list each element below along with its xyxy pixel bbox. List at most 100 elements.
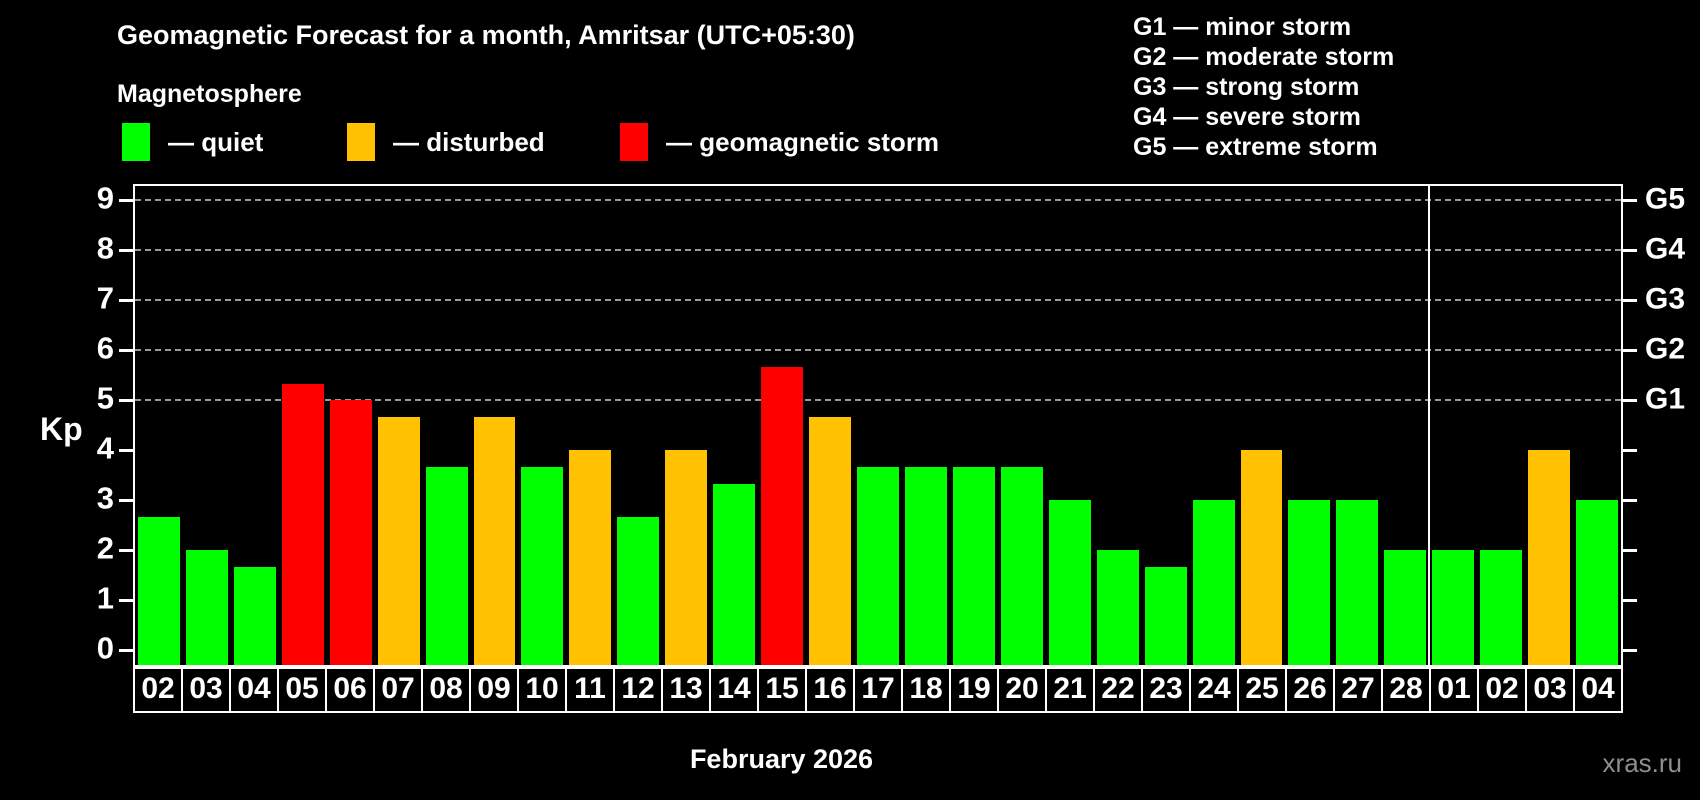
y-tick-label: 5 — [96, 380, 114, 416]
kp-bar-12 — [617, 516, 660, 665]
y-axis-title: Kp — [40, 411, 83, 447]
watermark: xras.ru — [1602, 748, 1682, 778]
day-label-cell: 25 — [1237, 667, 1287, 713]
legend-label: — disturbed — [393, 126, 545, 157]
day-label-cell: 27 — [1333, 667, 1383, 713]
y-tick-left — [119, 299, 133, 302]
y-tick-label: 2 — [96, 530, 114, 566]
legend-label: — quiet — [168, 126, 264, 157]
g-legend-line: G3 — strong storm — [1133, 73, 1360, 101]
y-tick-right — [1623, 449, 1637, 452]
g-tick-label-g4: G4 — [1645, 232, 1686, 266]
day-label-cell: 06 — [325, 667, 375, 713]
g-tick-label-g2: G2 — [1645, 332, 1686, 366]
kp-bar-17 — [857, 466, 899, 665]
kp-bar-23 — [1144, 566, 1187, 665]
gridline-kp7 — [135, 299, 1621, 301]
day-label-cell: 03 — [1525, 667, 1575, 713]
y-tick-label: 3 — [96, 480, 114, 516]
kp-bar-27 — [1336, 500, 1379, 665]
kp-bar-04 — [233, 566, 276, 665]
day-label-cell: 03 — [181, 667, 231, 713]
y-tick-left — [119, 499, 133, 502]
y-tick-right — [1623, 399, 1637, 402]
g-legend-line: G5 — extreme storm — [1133, 133, 1378, 161]
month-separator — [1428, 186, 1431, 665]
page-title: Geomagnetic Forecast for a month, Amrits… — [117, 20, 855, 50]
kp-bar-18 — [904, 466, 947, 665]
kp-bar-03 — [185, 550, 228, 665]
day-label-cell: 13 — [661, 667, 711, 713]
kp-bar-15 — [761, 366, 804, 665]
legend-item-quiet: — quiet — [122, 122, 263, 162]
y-tick-label: 6 — [96, 330, 114, 366]
kp-bar-09 — [473, 416, 516, 665]
day-label-cell: 11 — [565, 667, 615, 713]
y-tick-left — [119, 349, 133, 352]
kp-bar-21 — [1048, 500, 1091, 665]
kp-bar-10 — [521, 466, 564, 665]
legend-swatch-quiet — [122, 123, 150, 161]
kp-bar-16 — [809, 416, 852, 665]
kp-bar-03 — [1528, 450, 1571, 665]
day-label-cell: 02 — [1477, 667, 1527, 713]
day-label-cell: 04 — [229, 667, 279, 713]
kp-bar-28 — [1384, 550, 1427, 665]
y-tick-right — [1623, 249, 1637, 252]
kp-bar-25 — [1240, 450, 1283, 665]
legend-label: — geomagnetic storm — [666, 126, 940, 157]
y-tick-left — [119, 599, 133, 602]
day-label-cell: 12 — [613, 667, 663, 713]
day-label-cell: 26 — [1285, 667, 1335, 713]
y-tick-left — [119, 449, 133, 452]
y-tick-left — [119, 549, 133, 552]
y-tick-right — [1623, 199, 1637, 202]
y-tick-right — [1623, 649, 1637, 652]
day-label-cell: 18 — [901, 667, 951, 713]
y-tick-right — [1623, 599, 1637, 602]
month-caption: February 2026 — [689, 744, 874, 774]
day-label-cell: 20 — [997, 667, 1047, 713]
g-tick-label-g3: G3 — [1645, 282, 1686, 316]
day-label-cell: 07 — [373, 667, 423, 713]
legend-swatch-disturbed — [347, 123, 375, 161]
gridline-kp9 — [135, 199, 1621, 201]
y-tick-label: 7 — [96, 280, 114, 316]
kp-bar-20 — [1000, 466, 1043, 665]
kp-bar-26 — [1288, 500, 1331, 665]
y-tick-left — [119, 649, 133, 652]
day-label-cell: 21 — [1045, 667, 1095, 713]
y-tick-label: 0 — [96, 630, 114, 666]
y-tick-label: 9 — [96, 180, 114, 216]
day-label-cell: 19 — [949, 667, 999, 713]
kp-bar-01 — [1432, 550, 1475, 665]
g-legend-line: G1 — minor storm — [1133, 13, 1352, 41]
kp-bar-07 — [377, 416, 420, 665]
plot-area — [133, 184, 1623, 667]
day-label-cell: 09 — [469, 667, 519, 713]
chart-subtitle: Magnetosphere — [117, 80, 302, 108]
g-legend-line: G4 — severe storm — [1133, 103, 1361, 131]
kp-bar-08 — [425, 466, 468, 665]
g-tick-label-g5: G5 — [1645, 182, 1686, 216]
y-tick-label: 8 — [96, 230, 114, 266]
y-tick-left — [119, 399, 133, 402]
gridline-kp5 — [135, 399, 1621, 401]
day-label-cell: 17 — [853, 667, 903, 713]
g-tick-label-g1: G1 — [1645, 382, 1686, 416]
legend-item-storm: — geomagnetic storm — [620, 122, 939, 162]
kp-bar-13 — [665, 450, 708, 665]
day-label-cell: 22 — [1093, 667, 1143, 713]
legend-swatch-storm — [620, 123, 648, 161]
day-label-cell: 10 — [517, 667, 567, 713]
day-label-cell: 16 — [805, 667, 855, 713]
kp-bar-02 — [1480, 550, 1523, 665]
y-tick-right — [1623, 299, 1637, 302]
y-tick-left — [119, 249, 133, 252]
kp-bar-04 — [1576, 500, 1618, 665]
kp-bar-24 — [1192, 500, 1235, 665]
gridline-kp6 — [135, 349, 1621, 351]
day-label-cell: 23 — [1141, 667, 1191, 713]
kp-bar-19 — [952, 466, 995, 665]
